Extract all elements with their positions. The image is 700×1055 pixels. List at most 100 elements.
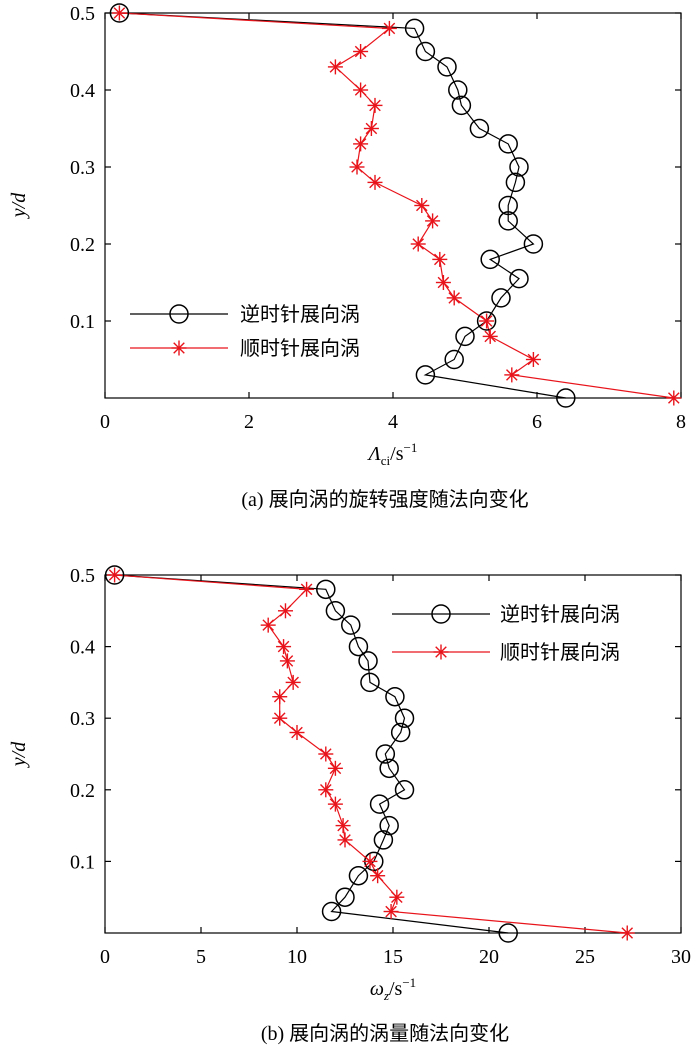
data-point-ccw bbox=[451, 95, 472, 116]
data-point-cw bbox=[381, 20, 397, 36]
data-point-cw bbox=[318, 746, 334, 762]
legend-b: 逆时针展向涡 顺时针展向涡 bbox=[392, 603, 620, 664]
data-point-cw bbox=[327, 760, 343, 776]
legend-star-icon bbox=[171, 340, 187, 356]
data-point-ccw bbox=[335, 887, 355, 907]
x-tick-label: 10 bbox=[287, 946, 307, 968]
data-point-cw bbox=[479, 313, 495, 329]
data-point-cw bbox=[367, 97, 383, 113]
y-tick-label: 0.2 bbox=[70, 234, 95, 256]
data-point-cw bbox=[276, 639, 292, 655]
chart-a: 0 2 4 6 8 0.1 0.2 0.3 0.4 0.5 逆时针展向涡 顺时针展向涡 y/d Λ… bbox=[8, 3, 686, 511]
data-point-cw bbox=[272, 710, 288, 726]
data-point-ccw bbox=[469, 118, 490, 139]
data-point-cw bbox=[482, 328, 498, 344]
data-point-cw bbox=[353, 136, 369, 152]
data-point-ccw bbox=[509, 157, 529, 177]
data-point-ccw bbox=[394, 780, 415, 800]
data-point-ccw bbox=[104, 565, 125, 585]
data-point-ccw bbox=[437, 57, 457, 77]
series-lines-a bbox=[119, 12, 674, 399]
data-point-ccw bbox=[523, 234, 544, 254]
data-point-ccw bbox=[341, 615, 361, 635]
y-tick-label: 0.4 bbox=[70, 637, 95, 659]
data-point-cw bbox=[353, 44, 369, 59]
xlabel-a: Λci/s−1 bbox=[367, 440, 418, 468]
series-line-cw bbox=[114, 574, 628, 934]
data-point-ccw bbox=[394, 708, 415, 728]
legend-star-icon bbox=[433, 644, 449, 660]
data-point-cw bbox=[327, 59, 343, 75]
data-point-cw bbox=[260, 617, 276, 633]
data-point-ccw bbox=[498, 211, 518, 231]
caption-b: (b) 展向涡的涡量随法向变化 bbox=[261, 1022, 509, 1045]
data-point-ccw bbox=[505, 172, 526, 193]
legend-a: 逆时针展向涡 顺时针展向涡 bbox=[130, 303, 360, 360]
data-point-ccw bbox=[373, 830, 394, 850]
data-point-cw bbox=[327, 796, 343, 812]
data-point-ccw bbox=[321, 901, 342, 922]
data-point-ccw bbox=[348, 636, 369, 657]
data-point-ccw bbox=[109, 3, 130, 23]
chart-b: 0 5 10 15 20 25 30 0.1 0.2 0.3 0.4 0.5 逆时针展向涡 顺时针展向… bbox=[8, 565, 691, 1045]
legend-a-marker-cw bbox=[171, 340, 187, 356]
x-tick-label: 8 bbox=[676, 411, 686, 433]
data-point-cw bbox=[414, 198, 430, 213]
data-point-ccw bbox=[498, 923, 518, 943]
data-point-ccw bbox=[444, 349, 464, 370]
x-tick-label: 30 bbox=[671, 946, 691, 968]
data-point-ccw bbox=[498, 134, 518, 154]
data-point-ccw bbox=[348, 865, 369, 886]
x-tick-label: 6 bbox=[532, 411, 542, 433]
y-tick-label: 0.3 bbox=[70, 708, 95, 730]
y-tick-label: 0.4 bbox=[70, 80, 95, 102]
x-tick-label: 5 bbox=[196, 946, 206, 968]
plot-frame-b bbox=[104, 574, 682, 934]
data-point-cw bbox=[277, 603, 293, 619]
data-point-ccw bbox=[404, 18, 425, 39]
data-point-ccw bbox=[415, 41, 436, 62]
y-tick-label: 0.3 bbox=[70, 157, 95, 179]
x-tick-label: 20 bbox=[479, 946, 499, 968]
data-point-ccw bbox=[480, 249, 500, 270]
ylabel-a: y/d bbox=[8, 192, 30, 219]
data-point-cw bbox=[335, 818, 351, 834]
legend-b-marker-cw bbox=[433, 644, 449, 660]
data-point-ccw bbox=[316, 579, 336, 600]
data-point-cw bbox=[318, 782, 334, 798]
data-point-cw bbox=[353, 82, 369, 98]
data-point-ccw bbox=[448, 80, 468, 100]
data-point-ccw bbox=[556, 388, 576, 408]
series-markers-a bbox=[109, 3, 682, 408]
x-tick-label: 0 bbox=[100, 411, 110, 433]
data-point-cw bbox=[432, 251, 448, 267]
data-point-cw bbox=[349, 159, 365, 175]
axis-ticks-a: 0 2 4 6 8 0.1 0.2 0.3 0.4 0.5 bbox=[70, 3, 686, 433]
data-point-cw bbox=[363, 121, 379, 136]
data-point-cw bbox=[666, 390, 682, 406]
data-point-ccw bbox=[498, 195, 518, 216]
data-point-ccw bbox=[375, 744, 396, 764]
data-point-cw bbox=[619, 925, 635, 941]
legend-a-label-cw: 顺时针展向涡 bbox=[240, 337, 360, 360]
series-line-cw bbox=[119, 12, 674, 399]
data-point-cw bbox=[446, 290, 462, 306]
data-point-ccw bbox=[360, 672, 380, 693]
data-point-cw bbox=[370, 868, 386, 884]
data-point-cw bbox=[425, 213, 441, 229]
data-point-cw bbox=[337, 832, 353, 848]
ylabel-b: y/d bbox=[8, 741, 30, 768]
data-point-ccw bbox=[358, 651, 378, 671]
data-point-cw bbox=[389, 889, 405, 905]
data-point-cw bbox=[285, 674, 301, 690]
x-tick-label: 2 bbox=[244, 411, 254, 433]
y-tick-label: 0.1 bbox=[70, 851, 95, 873]
data-point-ccw bbox=[325, 601, 346, 621]
data-point-cw bbox=[367, 174, 383, 190]
data-point-ccw bbox=[379, 815, 399, 836]
legend-a-marker-ccw bbox=[169, 304, 189, 324]
data-point-cw bbox=[435, 275, 451, 290]
series-line-ccw bbox=[114, 574, 509, 934]
data-point-ccw bbox=[379, 758, 399, 779]
